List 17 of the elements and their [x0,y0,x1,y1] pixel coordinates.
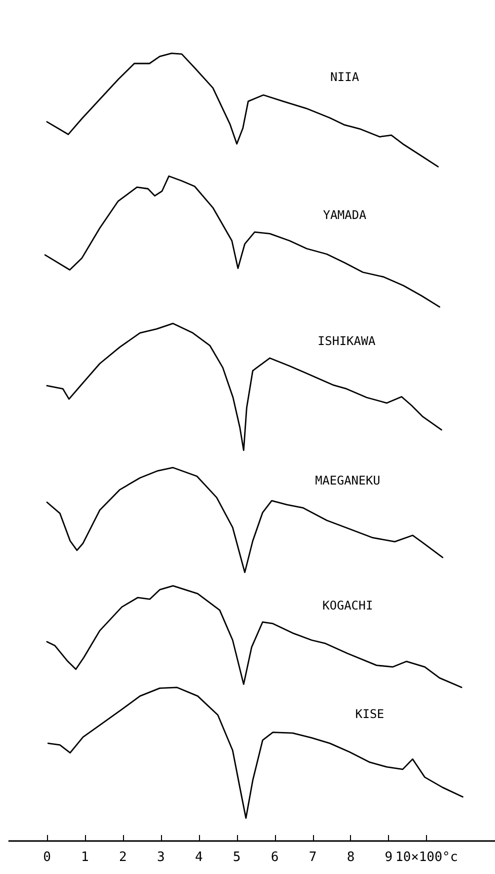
x-tick-label: 1 [81,850,89,865]
x-tick-label: 8 [346,850,355,865]
series-label: MAEGANEKU [315,473,380,488]
x-tick-label: 2 [118,850,127,865]
x-tick-label: 9 [384,850,393,865]
x-tick-label: 7 [308,850,317,865]
x-tick-label: 10×100°c [395,850,458,865]
x-tick-label: 0 [43,850,51,865]
text: ISHIKAWA [318,334,376,348]
x-tick-label: 6 [270,850,279,865]
x-tick-label: 3 [156,850,165,865]
text: NIIA [330,70,360,84]
x-tick-label: 4 [194,850,203,865]
text: KOGACHI [322,598,373,613]
text: YAMADA [322,208,368,222]
text: KISE [355,707,384,722]
x-tick-label: 5 [232,850,241,865]
